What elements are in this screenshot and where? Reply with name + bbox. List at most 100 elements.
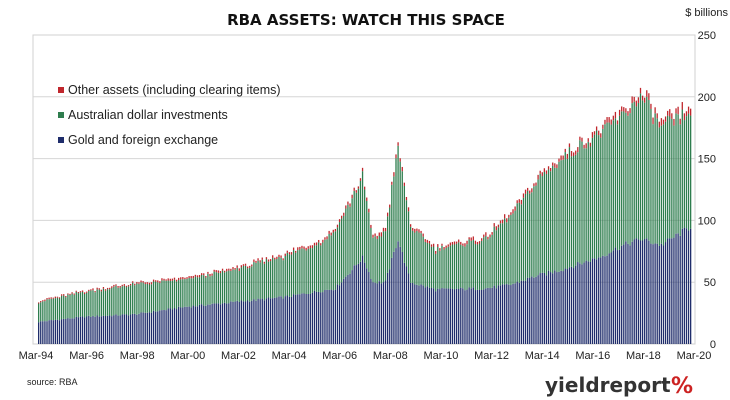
- bar-gold-fx: [301, 293, 303, 344]
- bar-aud-investments: [485, 235, 487, 289]
- bar-aud-investments: [428, 243, 431, 288]
- bar-aud-investments: [334, 231, 337, 290]
- bar-gold-fx: [435, 291, 437, 344]
- bar-other-assets: [675, 108, 677, 114]
- bar-gold-fx: [67, 318, 69, 344]
- bar-aud-investments: [46, 299, 48, 322]
- bar-aud-investments: [211, 275, 213, 304]
- bar-aud-investments: [320, 245, 322, 293]
- bar-aud-investments: [489, 237, 491, 289]
- bar-gold-fx: [687, 230, 690, 344]
- bar-aud-investments: [353, 190, 355, 266]
- bar-other-assets: [359, 178, 362, 181]
- bar-other-assets: [399, 158, 401, 162]
- bar-other-assets: [169, 278, 171, 281]
- bar-other-assets: [272, 255, 274, 258]
- bar-gold-fx: [439, 289, 441, 344]
- bar-other-assets: [86, 291, 88, 293]
- bar-other-assets: [604, 119, 606, 125]
- bar-aud-investments: [458, 242, 460, 290]
- bar-other-assets: [570, 151, 573, 157]
- bar-other-assets: [83, 292, 86, 295]
- bar-other-assets: [129, 283, 132, 286]
- bar-gold-fx: [380, 283, 383, 344]
- bar-gold-fx: [426, 286, 428, 344]
- bar-aud-investments: [318, 242, 320, 292]
- bar-gold-fx: [510, 285, 512, 344]
- bar-gold-fx: [127, 315, 130, 344]
- bar-gold-fx: [543, 272, 546, 344]
- bar-other-assets: [88, 289, 90, 292]
- bar-gold-fx: [140, 312, 142, 344]
- bar-aud-investments: [138, 283, 140, 314]
- bar-gold-fx: [489, 288, 491, 344]
- bar-aud-investments: [60, 295, 63, 320]
- bar-gold-fx: [309, 293, 311, 344]
- bar-other-assets: [338, 219, 341, 223]
- bar-gold-fx: [169, 308, 171, 344]
- bar-aud-investments: [236, 267, 238, 301]
- bar-gold-fx: [255, 300, 257, 344]
- bar-aud-investments: [468, 239, 470, 288]
- bar-gold-fx: [322, 292, 324, 344]
- bar-aud-investments: [159, 282, 161, 311]
- bar-other-assets: [230, 268, 232, 271]
- bar-aud-investments: [215, 272, 217, 304]
- bar-aud-investments: [305, 250, 307, 295]
- bar-gold-fx: [646, 238, 648, 344]
- bar-other-assets: [374, 233, 376, 237]
- bar-gold-fx: [616, 250, 619, 344]
- bar-gold-fx: [667, 238, 669, 344]
- bar-other-assets: [386, 212, 389, 217]
- bar-other-assets: [290, 252, 293, 255]
- bar-aud-investments: [127, 286, 130, 316]
- bar-aud-investments: [226, 271, 228, 304]
- bar-aud-investments: [152, 281, 155, 311]
- bar-other-assets: [499, 220, 502, 224]
- bar-other-assets: [326, 236, 328, 240]
- bar-other-assets: [535, 182, 537, 186]
- bar-other-assets: [671, 113, 673, 119]
- bar-other-assets: [529, 190, 531, 194]
- bar-aud-investments: [180, 279, 182, 308]
- bar-aud-investments: [246, 268, 249, 301]
- bar-gold-fx: [485, 288, 487, 344]
- bar-aud-investments: [81, 291, 84, 317]
- bar-other-assets: [614, 111, 617, 119]
- bar-aud-investments: [545, 173, 548, 276]
- bar-aud-investments: [660, 125, 663, 244]
- bar-aud-investments: [493, 226, 495, 286]
- bar-aud-investments: [646, 96, 648, 239]
- bar-aud-investments: [629, 113, 631, 246]
- bar-gold-fx: [583, 262, 585, 344]
- bar-other-assets: [184, 277, 186, 280]
- bar-other-assets: [589, 142, 591, 147]
- bar-gold-fx: [355, 265, 357, 344]
- bar-gold-fx: [223, 302, 226, 344]
- bar-other-assets: [472, 236, 474, 241]
- bar-aud-investments: [602, 128, 604, 256]
- bar-gold-fx: [161, 310, 163, 344]
- bar-other-assets: [485, 232, 487, 236]
- bar-other-assets: [152, 279, 155, 282]
- bar-gold-fx: [683, 227, 686, 344]
- bar-gold-fx: [246, 300, 249, 344]
- bar-other-assets: [171, 278, 174, 281]
- bar-aud-investments: [654, 113, 656, 244]
- bar-gold-fx: [447, 288, 449, 344]
- bar-gold-fx: [685, 228, 688, 344]
- bar-gold-fx: [635, 238, 637, 344]
- bar-gold-fx: [566, 269, 569, 344]
- bar-aud-investments: [537, 179, 539, 276]
- bar-aud-investments: [332, 232, 334, 291]
- bar-gold-fx: [190, 307, 192, 344]
- bar-other-assets: [428, 240, 431, 244]
- bar-gold-fx: [514, 283, 516, 344]
- bar-aud-investments: [280, 257, 282, 297]
- bar-other-assets: [226, 268, 228, 272]
- bar-aud-investments: [372, 237, 374, 283]
- bar-aud-investments: [522, 197, 525, 281]
- bar-aud-investments: [253, 262, 255, 300]
- bar-aud-investments: [96, 289, 98, 316]
- bar-other-assets: [395, 154, 397, 159]
